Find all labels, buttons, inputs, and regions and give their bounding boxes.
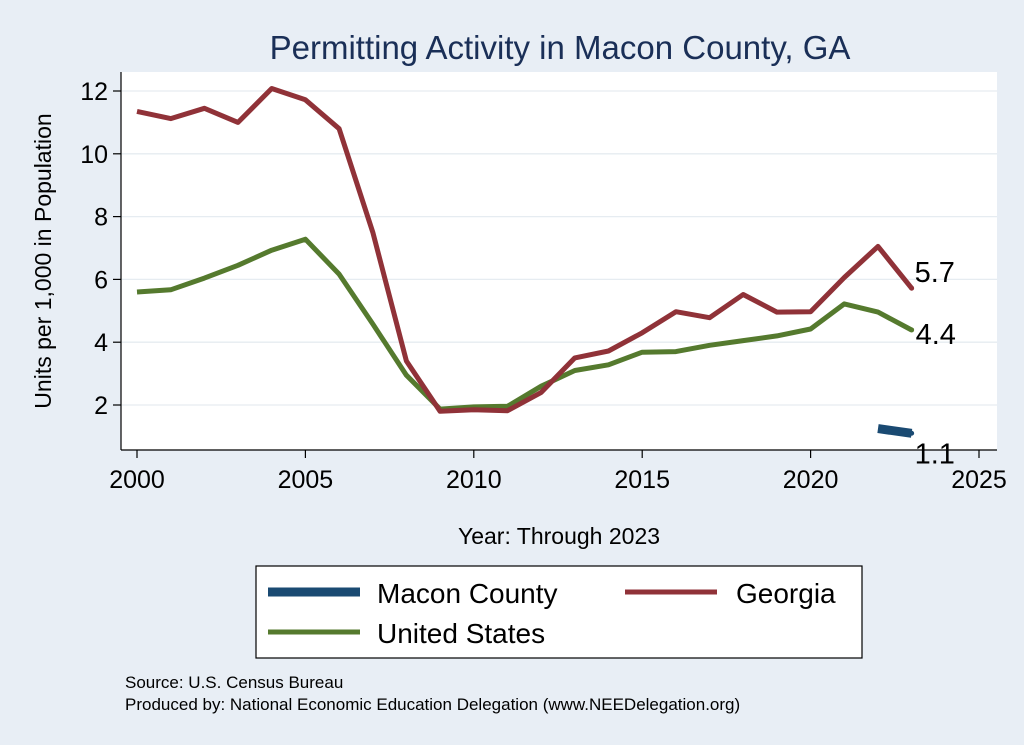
producer-note: Produced by: National Economic Education… bbox=[125, 695, 740, 714]
plot-area bbox=[121, 72, 997, 450]
series-line-macon-county bbox=[877, 424, 913, 438]
y-tick-label: 4 bbox=[94, 329, 108, 357]
y-tick-label: 10 bbox=[80, 141, 108, 169]
end-label-georgia: 5.7 bbox=[915, 257, 955, 289]
series-layer bbox=[136, 86, 915, 438]
end-labels: 1.1 5.7 4.4 bbox=[915, 257, 956, 470]
chart-title: Permitting Activity in Macon County, GA bbox=[270, 29, 851, 66]
x-axis-label: Year: Through 2023 bbox=[458, 523, 660, 549]
series-endpoint-georgia bbox=[909, 285, 915, 291]
y-axis-label: Units per 1,000 in Population bbox=[30, 113, 56, 408]
series-line-united-states bbox=[136, 236, 913, 412]
x-tick-label: 2025 bbox=[951, 466, 1007, 494]
x-tick-label: 2000 bbox=[109, 466, 165, 494]
legend: Macon County Georgia United States bbox=[255, 565, 863, 659]
x-tick-label: 2015 bbox=[614, 466, 670, 494]
legend-label-united-states: United States bbox=[377, 618, 545, 649]
x-tick-label: 2010 bbox=[446, 466, 502, 494]
x-tick-label: 2020 bbox=[783, 466, 839, 494]
y-tick-label: 6 bbox=[94, 266, 108, 294]
series-line-georgia bbox=[136, 86, 914, 414]
y-tick-label: 12 bbox=[80, 78, 108, 106]
y-tick-label: 2 bbox=[94, 392, 108, 420]
axes: 2 4 6 8 10 12 2000 2005 2010 2015 2020 2025 bbox=[80, 72, 1007, 494]
x-tick-label: 2005 bbox=[278, 466, 334, 494]
series-endpoint-united-states bbox=[909, 327, 915, 333]
legend-box bbox=[255, 565, 863, 659]
legend-label-macon-county: Macon County bbox=[377, 578, 558, 609]
end-label-macon-county: 1.1 bbox=[915, 438, 955, 470]
end-label-united-states: 4.4 bbox=[916, 319, 956, 351]
y-tick-label: 8 bbox=[94, 204, 108, 232]
legend-label-georgia: Georgia bbox=[736, 578, 836, 609]
source-note: Source: U.S. Census Bureau bbox=[125, 673, 343, 692]
series-endpoint-macon-county bbox=[909, 430, 915, 436]
